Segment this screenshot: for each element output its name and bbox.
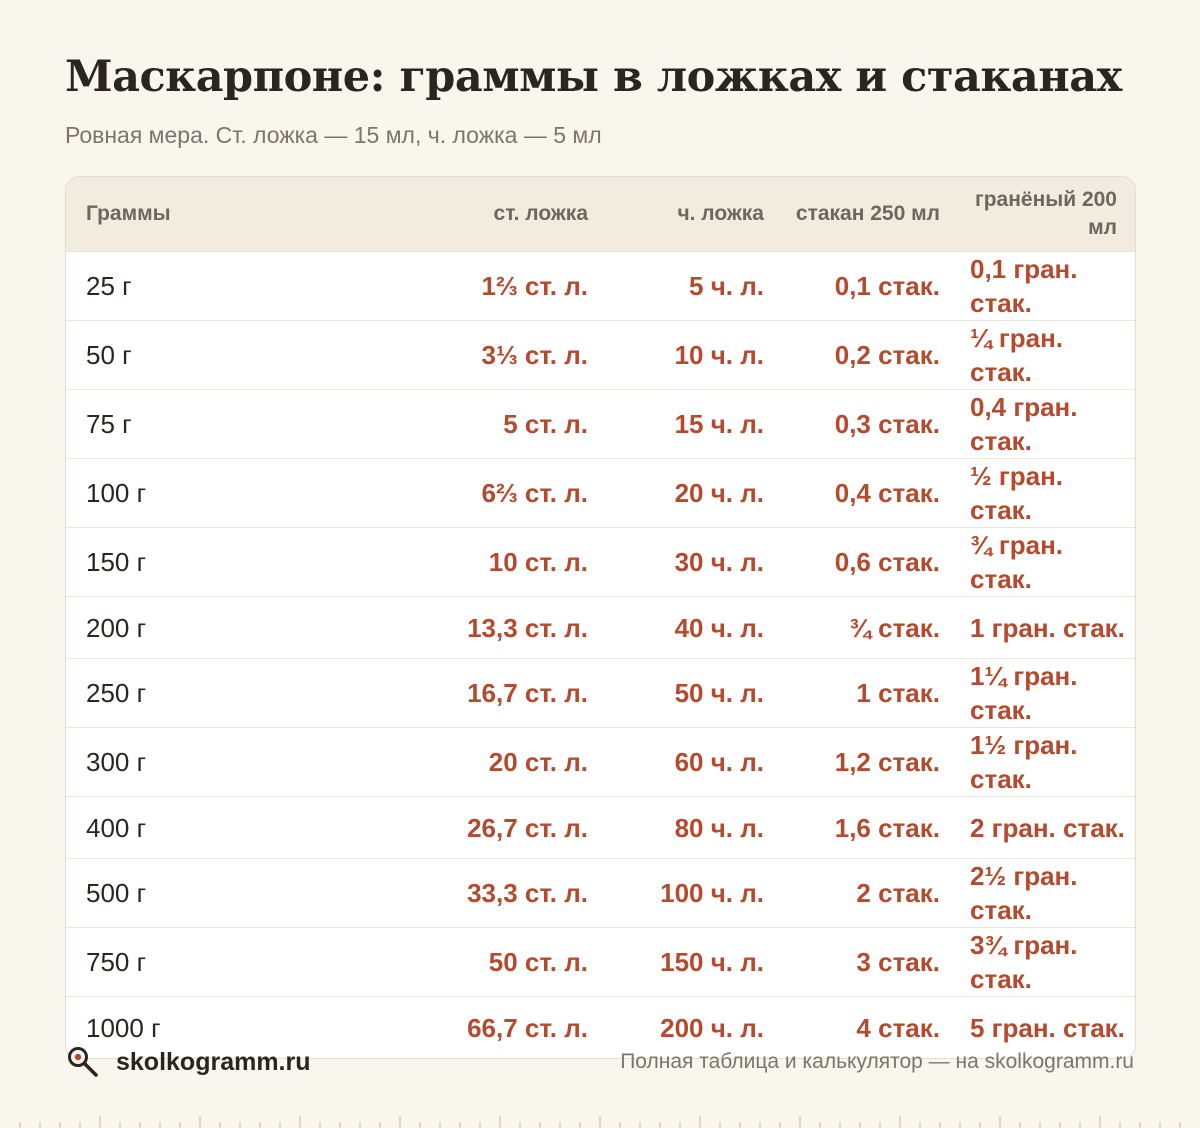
cell-grams: 50 г bbox=[66, 320, 406, 390]
cell-cup-250: 0,6 стак. bbox=[782, 527, 958, 597]
cell-teaspoon: 50 ч. л. bbox=[606, 658, 782, 728]
table-row: 150 г 10 ст. л. 30 ч. л. 0,6 стак. ¾ гран. с… bbox=[66, 527, 1135, 597]
cell-cup-250: 1,2 стак. bbox=[782, 727, 958, 797]
cell-tablespoon: 3⅓ ст. л. bbox=[406, 320, 606, 390]
cell-grams: 200 г bbox=[66, 596, 406, 659]
cell-teaspoon: 10 ч. л. bbox=[606, 320, 782, 390]
cell-tablespoon: 20 ст. л. bbox=[406, 727, 606, 797]
cell-faceted-glass-200: 0,1 гран. стак. bbox=[958, 251, 1135, 321]
table-row: 400 г 26,7 ст. л. 80 ч. л. 1,6 стак. 2 гран.… bbox=[66, 796, 1135, 859]
cell-grams: 250 г bbox=[66, 658, 406, 728]
conversion-table: Граммы ст. ложка ч. ложка стакан 250 мл … bbox=[66, 177, 1135, 1058]
footer-note: Полная таблица и калькулятор — на skolko… bbox=[620, 1050, 1134, 1073]
cell-cup-250: 3 стак. bbox=[782, 927, 958, 997]
cell-faceted-glass-200: ½ гран. стак. bbox=[958, 458, 1135, 528]
cell-faceted-glass-200: 2 гран. стак. bbox=[958, 796, 1135, 859]
cell-teaspoon: 20 ч. л. bbox=[606, 458, 782, 528]
search-icon bbox=[68, 1047, 98, 1077]
conversion-table-card: Граммы ст. ложка ч. ложка стакан 250 мл … bbox=[65, 176, 1136, 1059]
cell-cup-250: 0,3 стак. bbox=[782, 389, 958, 459]
cell-grams: 400 г bbox=[66, 796, 406, 859]
cell-faceted-glass-200: 5 гран. стак. bbox=[958, 996, 1135, 1058]
cell-tablespoon: 26,7 ст. л. bbox=[406, 796, 606, 859]
cell-cup-250: 2 стак. bbox=[782, 858, 958, 928]
table-row: 50 г 3⅓ ст. л. 10 ч. л. 0,2 стак. ¼ гран. ст… bbox=[66, 320, 1135, 390]
ruler-decoration bbox=[19, 1116, 1181, 1128]
table-row: 750 г 50 ст. л. 150 ч. л. 3 стак. 3¾ гран. с… bbox=[66, 927, 1135, 997]
header-faceted-glass-200: гранёный 200 мл bbox=[958, 177, 1135, 252]
cell-grams: 75 г bbox=[66, 389, 406, 459]
brand-name: skolkogramm.ru bbox=[116, 1047, 311, 1076]
brand[interactable]: skolkogramm.ru bbox=[65, 1044, 311, 1080]
cell-faceted-glass-200: 0,4 гран. стак. bbox=[958, 389, 1135, 459]
table-body: 25 г 1⅔ ст. л. 5 ч. л. 0,1 стак. 0,1 гран. с… bbox=[66, 251, 1135, 1058]
page-title: Маскарпоне: граммы в ложках и стаканах bbox=[65, 52, 1122, 102]
cell-teaspoon: 40 ч. л. bbox=[606, 596, 782, 659]
table-row: 100 г 6⅔ ст. л. 20 ч. л. 0,4 стак. ½ гран. с… bbox=[66, 458, 1135, 528]
cell-faceted-glass-200: 1½ гран. стак. bbox=[958, 727, 1135, 797]
table-row: 500 г 33,3 ст. л. 100 ч. л. 2 стак. 2½ гран.… bbox=[66, 858, 1135, 928]
table-row: 1000 г 66,7 ст. л. 200 ч. л. 4 стак. 5 гран.… bbox=[66, 996, 1135, 1058]
cell-cup-250: 4 стак. bbox=[782, 996, 958, 1058]
cell-cup-250: 0,2 стак. bbox=[782, 320, 958, 390]
page-subtitle: Ровная мера. Ст. ложка — 15 мл, ч. ложка… bbox=[65, 122, 602, 148]
cell-grams: 500 г bbox=[66, 858, 406, 928]
cell-cup-250: 0,1 стак. bbox=[782, 251, 958, 321]
cell-faceted-glass-200: ¾ гран. стак. bbox=[958, 527, 1135, 597]
header-cup-250: стакан 250 мл bbox=[782, 177, 958, 252]
table-row: 200 г 13,3 ст. л. 40 ч. л. ¾ стак. 1 гран. с… bbox=[66, 596, 1135, 659]
cell-cup-250: ¾ стак. bbox=[782, 596, 958, 659]
cell-tablespoon: 13,3 ст. л. bbox=[406, 596, 606, 659]
cell-faceted-glass-200: ¼ гран. стак. bbox=[958, 320, 1135, 390]
cell-cup-250: 1 стак. bbox=[782, 658, 958, 728]
cell-tablespoon: 1⅔ ст. л. bbox=[406, 251, 606, 321]
cell-tablespoon: 50 ст. л. bbox=[406, 927, 606, 997]
table-row: 300 г 20 ст. л. 60 ч. л. 1,2 стак. 1½ гран. … bbox=[66, 727, 1135, 797]
cell-grams: 150 г bbox=[66, 527, 406, 597]
header-tablespoon: ст. ложка bbox=[406, 177, 606, 252]
cell-teaspoon: 80 ч. л. bbox=[606, 796, 782, 859]
cell-cup-250: 0,4 стак. bbox=[782, 458, 958, 528]
cell-cup-250: 1,6 стак. bbox=[782, 796, 958, 859]
table-row: 25 г 1⅔ ст. л. 5 ч. л. 0,1 стак. 0,1 гран. с… bbox=[66, 251, 1135, 321]
cell-faceted-glass-200: 1 гран. стак. bbox=[958, 596, 1135, 659]
cell-tablespoon: 33,3 ст. л. bbox=[406, 858, 606, 928]
cell-grams: 750 г bbox=[66, 927, 406, 997]
header-grams: Граммы bbox=[66, 177, 406, 252]
cell-grams: 1000 г bbox=[66, 996, 406, 1058]
cell-tablespoon: 16,7 ст. л. bbox=[406, 658, 606, 728]
cell-tablespoon: 6⅔ ст. л. bbox=[406, 458, 606, 528]
cell-grams: 300 г bbox=[66, 727, 406, 797]
cell-tablespoon: 5 ст. л. bbox=[406, 389, 606, 459]
header-teaspoon: ч. ложка bbox=[606, 177, 782, 252]
cell-teaspoon: 30 ч. л. bbox=[606, 527, 782, 597]
cell-teaspoon: 150 ч. л. bbox=[606, 927, 782, 997]
cell-tablespoon: 66,7 ст. л. bbox=[406, 996, 606, 1058]
cell-teaspoon: 5 ч. л. bbox=[606, 251, 782, 321]
table-row: 250 г 16,7 ст. л. 50 ч. л. 1 стак. 1¼ гран. … bbox=[66, 658, 1135, 728]
cell-teaspoon: 100 ч. л. bbox=[606, 858, 782, 928]
cell-faceted-glass-200: 2½ гран. стак. bbox=[958, 858, 1135, 928]
cell-grams: 25 г bbox=[66, 251, 406, 321]
cell-faceted-glass-200: 1¼ гран. стак. bbox=[958, 658, 1135, 728]
cell-tablespoon: 10 ст. л. bbox=[406, 527, 606, 597]
cell-teaspoon: 200 ч. л. bbox=[606, 996, 782, 1058]
cell-teaspoon: 15 ч. л. bbox=[606, 389, 782, 459]
cell-grams: 100 г bbox=[66, 458, 406, 528]
table-header-row: Граммы ст. ложка ч. ложка стакан 250 мл … bbox=[66, 177, 1135, 252]
cell-teaspoon: 60 ч. л. bbox=[606, 727, 782, 797]
cell-faceted-glass-200: 3¾ гран. стак. bbox=[958, 927, 1135, 997]
